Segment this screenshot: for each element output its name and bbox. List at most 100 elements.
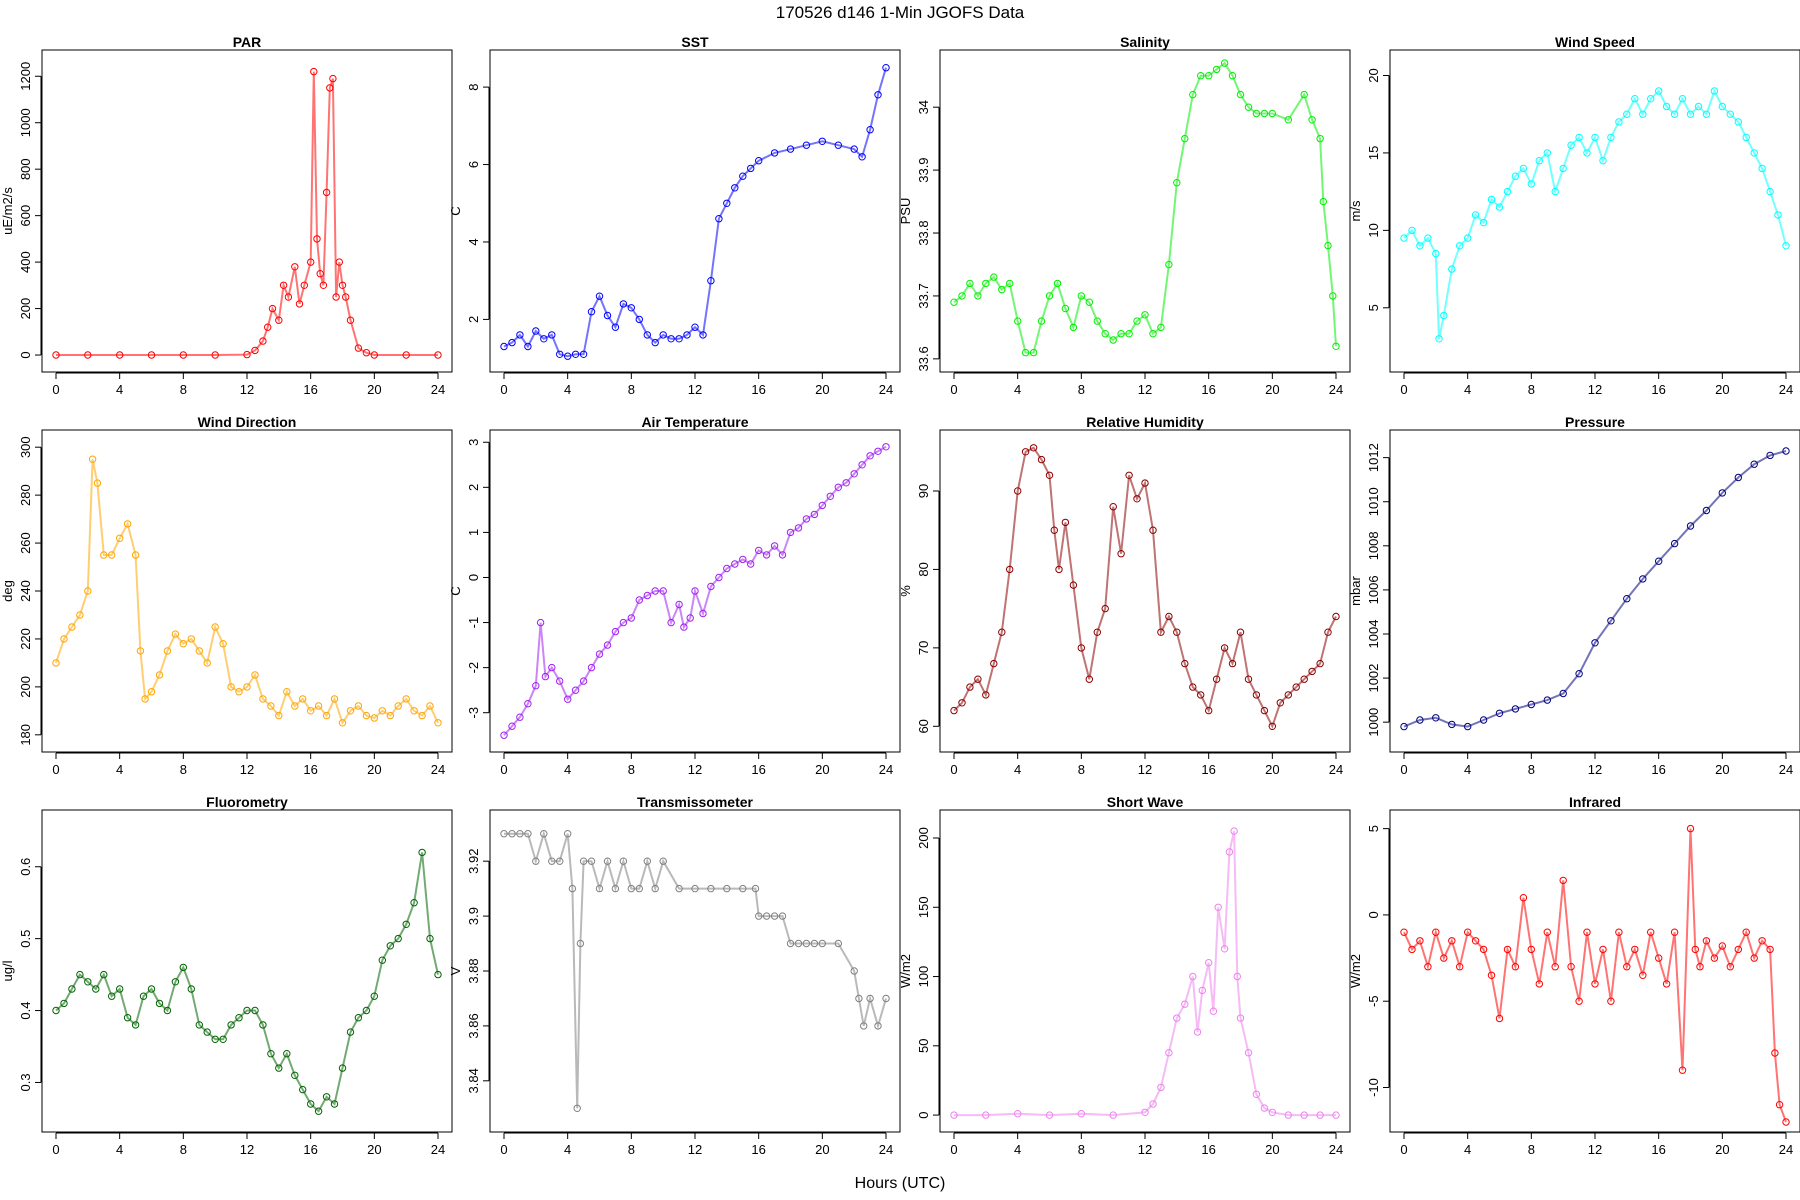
x-tick-label: 0: [1400, 762, 1407, 777]
x-tick-label: 20: [1715, 382, 1729, 397]
data-point: [171, 630, 180, 638]
data-point: [1133, 495, 1141, 503]
data-point: [131, 1021, 140, 1029]
data-point: [1212, 65, 1221, 74]
data-point: [1639, 575, 1647, 583]
data-point: [1742, 133, 1750, 142]
panel-infrared: Infrared 0 4 8 12 16 20 24 -10 -5 0 5 W/m2: [1348, 794, 1800, 1157]
data-point: [1758, 937, 1766, 945]
y-tick-label: 100: [916, 966, 931, 988]
data-point: [1607, 997, 1615, 1005]
data-point: [1319, 197, 1328, 206]
y-tick-label: 280: [18, 484, 33, 506]
data-point: [155, 999, 164, 1008]
data-point: [147, 351, 156, 359]
data-point: [275, 1064, 283, 1072]
data-point: [1006, 565, 1014, 574]
data-point: [1464, 234, 1472, 242]
y-tick-label: -5: [1366, 995, 1381, 1007]
y-tick-label: 3.86: [466, 1013, 481, 1038]
data-point: [627, 614, 635, 622]
y-tick-label: -10: [1366, 1078, 1381, 1097]
data-point: [1400, 928, 1408, 936]
data-point: [322, 1093, 331, 1101]
data-point: [1181, 659, 1189, 668]
x-tick-label: 20: [1265, 762, 1279, 777]
data-point: [731, 560, 739, 568]
data-point: [1662, 980, 1671, 988]
data-point: [508, 830, 516, 838]
x-tick-label: 16: [1651, 762, 1665, 777]
panel-pressure: Pressure 0 4 8 12 16 20 24 1000 1002 1004 1006 1008 1…: [1348, 414, 1800, 777]
data-point: [1750, 954, 1758, 962]
y-tick-label: 0.4: [18, 1002, 33, 1020]
x-tick-label: 20: [1265, 1142, 1279, 1157]
data-point: [659, 587, 667, 595]
data-point: [950, 1111, 958, 1119]
data-point: [1077, 1110, 1086, 1118]
data-point: [1332, 1111, 1340, 1119]
y-tick-label: 80: [916, 562, 931, 576]
data-point: [1308, 667, 1316, 676]
data-point: [1424, 234, 1432, 242]
x-tick-label: 20: [815, 382, 829, 397]
panel-title: Relative Humidity: [1086, 414, 1204, 430]
y-tick-label: 0.6: [18, 858, 33, 876]
data-point: [284, 293, 293, 301]
series-trace: [503, 67, 887, 358]
x-tick-label: 24: [1779, 762, 1793, 777]
data-point: [322, 711, 331, 720]
data-point: [1193, 1028, 1202, 1036]
x-tick-label: 24: [431, 382, 445, 397]
x-tick-label: 20: [815, 762, 829, 777]
data-point: [1109, 503, 1117, 511]
data-point: [187, 985, 196, 993]
data-point: [1050, 526, 1059, 534]
y-tick-label: 150: [916, 896, 931, 918]
data-point: [958, 292, 966, 300]
data-point: [643, 857, 651, 865]
data-point: [834, 483, 842, 491]
data-point: [211, 1035, 219, 1044]
data-point: [556, 677, 564, 685]
data-point: [1599, 157, 1607, 165]
x-tick-label: 24: [1329, 382, 1343, 397]
y-tick-label: 1008: [1366, 531, 1381, 560]
y-tick-label: 3: [466, 439, 481, 446]
data-point: [1316, 659, 1324, 668]
data-point: [354, 702, 363, 710]
data-point: [291, 1071, 299, 1080]
x-tick-label: 24: [1329, 762, 1343, 777]
x-tick-label: 12: [1138, 382, 1152, 397]
x-tick-label: 12: [240, 762, 254, 777]
data-point: [1276, 699, 1285, 707]
data-point: [203, 1028, 211, 1036]
data-point: [227, 683, 235, 691]
data-point: [1702, 110, 1711, 118]
data-point: [579, 857, 588, 865]
data-point: [516, 713, 524, 721]
data-point: [1236, 628, 1245, 636]
data-point: [1236, 90, 1245, 99]
x-tick-label: 12: [240, 382, 254, 397]
data-point: [1591, 133, 1599, 142]
data-point: [747, 560, 755, 568]
data-point: [1141, 1108, 1149, 1117]
y-tick-label: 33.8: [916, 220, 931, 245]
data-point: [573, 1104, 581, 1113]
plot-frame: [939, 429, 1351, 753]
data-point: [386, 711, 394, 720]
data-point: [739, 555, 747, 564]
x-tick-label: 4: [116, 1142, 123, 1157]
data-point: [1284, 691, 1293, 699]
data-point: [611, 627, 620, 636]
data-point: [68, 985, 76, 993]
data-point: [1220, 945, 1229, 953]
data-point: [651, 338, 659, 347]
data-point: [1734, 473, 1743, 482]
data-point: [571, 350, 580, 358]
x-tick-label: 16: [1651, 1142, 1665, 1157]
data-point: [426, 702, 434, 710]
data-point: [155, 671, 164, 679]
data-point: [1189, 972, 1197, 981]
